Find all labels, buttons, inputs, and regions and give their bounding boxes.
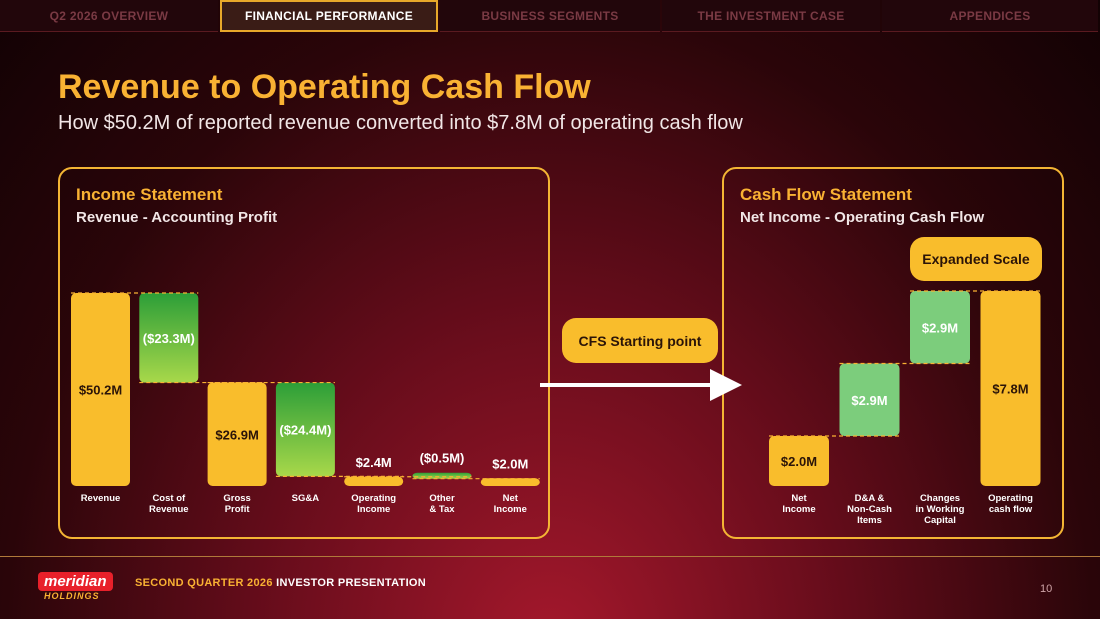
category-label-danda-and-non-cash-items: Non-Cash (847, 504, 892, 515)
category-label-gross-profit: Gross (223, 493, 250, 504)
logo-wordmark: meridian (38, 572, 113, 591)
value-label-net-income: $2.0M (781, 454, 817, 469)
category-label-cost-of-revenue: Cost of (152, 493, 186, 504)
nav-tabs: Q2 2026 OVERVIEW FINANCIAL PERFORMANCE B… (0, 0, 1100, 33)
cashflow-panel-title: Cash Flow Statement (740, 185, 912, 204)
bar-gross-profit (207, 382, 267, 486)
bar-changes-in-working-capital (910, 291, 970, 364)
cashflow-panel-subtitle: Net Income - Operating Cash Flow (740, 209, 985, 226)
page-number: 10 (1040, 583, 1053, 595)
footer-caption-highlight: SECOND QUARTER 2026 (135, 577, 273, 589)
category-label-net-income: Net (791, 493, 807, 504)
category-label-gross-profit: Profit (225, 504, 251, 515)
income-statement-panel: Income Statement Revenue - Accounting Pr… (58, 167, 550, 539)
bar-net-income (769, 436, 829, 486)
value-label-net-income: $2.0M (492, 456, 528, 471)
value-label-revenue: $50.2M (79, 383, 122, 398)
category-label-changes-in-working-capital: in Working (916, 504, 965, 515)
category-label-net-income: Net (503, 493, 519, 504)
category-label-operating-cash-flow: cash flow (989, 504, 1033, 515)
value-label-danda-and-non-cash-items: $2.9M (851, 393, 887, 408)
bar-operating-cash-flow (980, 291, 1041, 486)
category-label-changes-in-working-capital: Changes (920, 493, 960, 504)
category-label-other-and-tax: & Tax (429, 504, 455, 515)
tab-appendices[interactable]: APPENDICES (882, 0, 1098, 32)
category-label-net-income: Income (494, 504, 527, 515)
expanded-scale-badge: Expanded Scale (910, 237, 1042, 281)
value-label-sganda: ($24.4M) (279, 422, 331, 437)
income-panel-title: Income Statement (76, 185, 223, 204)
value-label-operating-income: $2.4M (356, 455, 392, 470)
footer-divider (0, 556, 1100, 557)
tab-business-segments[interactable]: BUSINESS SEGMENTS (440, 0, 660, 32)
category-label-operating-income: Operating (351, 493, 396, 504)
page-title: Revenue to Operating Cash Flow (58, 68, 591, 106)
bar-sganda (275, 382, 335, 477)
category-label-operating-cash-flow: Operating (988, 493, 1033, 504)
logo-subtext: HOLDINGS (44, 591, 100, 601)
category-label-other-and-tax: Other (429, 493, 455, 504)
tab-investment-case[interactable]: THE INVESTMENT CASE (662, 0, 880, 32)
cfs-starting-point-badge: CFS Starting point (562, 318, 718, 363)
category-label-changes-in-working-capital: Capital (924, 515, 956, 526)
bar-danda-and-non-cash-items (839, 363, 900, 436)
value-label-cost-of-revenue: ($23.3M) (143, 331, 195, 346)
category-label-net-income: Income (782, 504, 815, 515)
category-label-operating-income: Income (357, 504, 390, 515)
bar-cost-of-revenue (139, 293, 199, 383)
bar-other-and-tax (412, 472, 472, 479)
cash-flow-panel: Cash Flow Statement Net Income - Operati… (722, 167, 1064, 539)
value-label-operating-cash-flow: $7.8M (992, 382, 1028, 397)
bar-operating-income (344, 476, 404, 486)
category-label-revenue: Revenue (81, 493, 121, 504)
category-label-cost-of-revenue: Revenue (149, 504, 189, 515)
income-panel-subtitle: Revenue - Accounting Profit (76, 209, 278, 226)
page-subtitle: How $50.2M of reported revenue converted… (58, 112, 743, 134)
value-label-changes-in-working-capital: $2.9M (922, 320, 958, 335)
bar-revenue (71, 293, 130, 486)
value-label-other-and-tax: ($0.5M) (420, 451, 465, 466)
tab-q2-overview[interactable]: Q2 2026 OVERVIEW (0, 0, 218, 32)
category-label-danda-and-non-cash-items: Items (857, 515, 882, 526)
bar-net-income (480, 478, 540, 486)
tab-financial-performance[interactable]: FINANCIAL PERFORMANCE (220, 0, 438, 32)
company-logo: meridian HOLDINGS (38, 572, 113, 601)
footer-caption-rest: INVESTOR PRESENTATION (276, 577, 427, 589)
category-label-sganda: SG&A (292, 493, 320, 504)
value-label-gross-profit: $26.9M (215, 427, 258, 442)
footer-caption: SECOND QUARTER 2026 INVESTOR PRESENTATIO… (135, 577, 426, 589)
category-label-danda-and-non-cash-items: D&A & (855, 493, 885, 504)
